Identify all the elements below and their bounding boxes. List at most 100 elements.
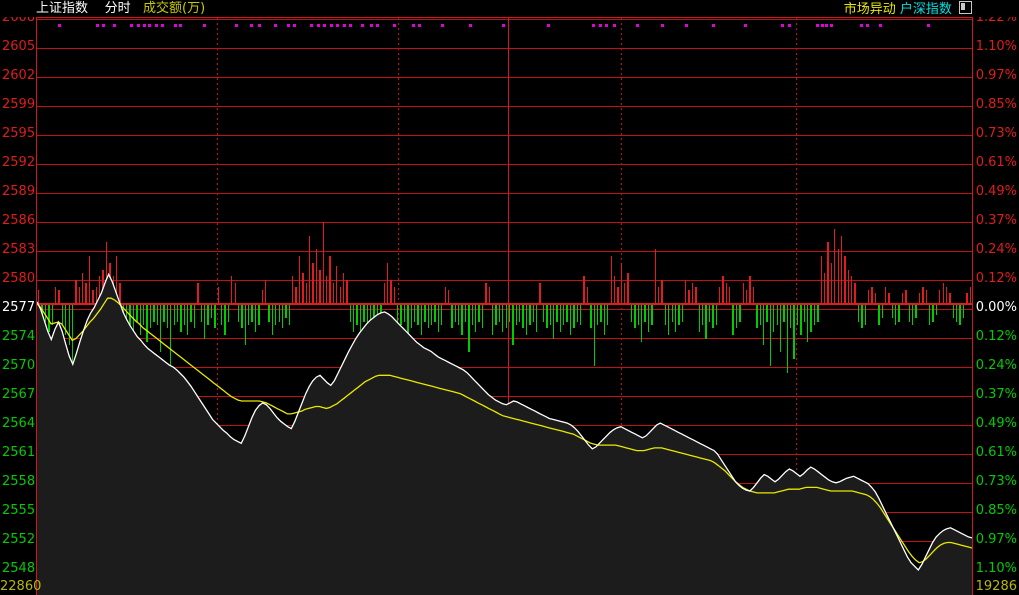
market-anomaly-label[interactable]: 市场异动: [843, 2, 896, 17]
event-marker-dot[interactable]: [605, 24, 608, 27]
volume-bar: [956, 304, 958, 322]
event-marker-dot[interactable]: [258, 24, 261, 27]
volume-bar: [515, 304, 518, 326]
event-marker-dot[interactable]: [274, 24, 277, 27]
volume-bar: [261, 290, 263, 304]
volume-bar: [78, 286, 80, 304]
event-marker-dot[interactable]: [469, 24, 472, 27]
event-marker-dot[interactable]: [174, 24, 177, 27]
volume-bar: [546, 304, 548, 329]
event-marker-dot[interactable]: [685, 24, 688, 27]
event-marker-dot[interactable]: [330, 24, 333, 27]
price-axis-label: 2586: [2, 213, 36, 228]
event-marker-dot[interactable]: [393, 24, 396, 27]
event-marker-dot[interactable]: [502, 24, 505, 27]
event-marker-dot[interactable]: [137, 24, 140, 27]
gridline-vertical: [621, 18, 622, 595]
volume-bar: [732, 304, 734, 336]
event-marker-dot[interactable]: [613, 24, 616, 27]
event-marker-dot[interactable]: [336, 24, 339, 27]
volume-bar: [586, 286, 589, 304]
volume-bar: [522, 304, 524, 329]
event-marker-dot[interactable]: [161, 24, 164, 27]
volume-bar: [44, 304, 47, 322]
volume-bar: [729, 286, 731, 304]
volume-bar: [878, 304, 880, 326]
event-marker-dot[interactable]: [788, 24, 791, 27]
event-marker-dot[interactable]: [130, 24, 133, 27]
volume-bar: [126, 304, 128, 329]
event-marker-dot[interactable]: [781, 24, 784, 27]
event-marker-dot[interactable]: [825, 24, 828, 27]
volume-bar: [176, 304, 179, 322]
chart-plot-area[interactable]: [36, 17, 973, 595]
event-marker-dot[interactable]: [155, 24, 158, 27]
volume-bar: [739, 304, 741, 322]
percent-axis-label: 0.49%: [975, 416, 1017, 431]
gridline-horizontal: [37, 193, 972, 194]
event-marker-dot[interactable]: [547, 24, 550, 27]
shenzhen-index-label[interactable]: 户深指数: [899, 2, 952, 17]
volume-bar: [881, 304, 883, 319]
event-marker-dot[interactable]: [317, 24, 320, 27]
event-marker-dot[interactable]: [860, 24, 863, 27]
event-marker-dot[interactable]: [661, 24, 664, 27]
volume-bar: [329, 256, 331, 304]
event-marker-dot[interactable]: [744, 24, 747, 27]
volume-bar: [532, 304, 534, 322]
volume-bar: [424, 304, 426, 322]
event-marker-dot[interactable]: [361, 24, 364, 27]
event-marker-dot[interactable]: [349, 24, 352, 27]
volume-bar: [837, 249, 839, 304]
event-marker-dot[interactable]: [179, 24, 182, 27]
volume-bar: [383, 283, 385, 304]
event-marker-dot[interactable]: [235, 24, 238, 27]
event-marker-dot[interactable]: [293, 24, 296, 27]
volume-bar: [359, 304, 362, 339]
volume-bar: [295, 286, 297, 304]
event-marker-dot[interactable]: [370, 24, 373, 27]
event-marker-dot[interactable]: [418, 24, 421, 27]
event-marker-dot[interactable]: [113, 24, 116, 27]
volume-bar: [363, 304, 365, 322]
period-label[interactable]: 分时: [104, 1, 131, 16]
event-marker-dot[interactable]: [599, 24, 602, 27]
volume-bar: [410, 304, 412, 329]
volume-bar: [593, 304, 595, 366]
event-marker-dot[interactable]: [310, 24, 313, 27]
event-marker-dot[interactable]: [830, 24, 833, 27]
event-marker-dot[interactable]: [412, 24, 415, 27]
event-marker-dot[interactable]: [441, 24, 444, 27]
panel-toggle-icon[interactable]: [959, 1, 972, 14]
price-axis-label: 2577: [2, 300, 36, 315]
event-marker-dot[interactable]: [343, 24, 346, 27]
event-marker-dot[interactable]: [323, 24, 326, 27]
event-marker-dot[interactable]: [96, 24, 99, 27]
event-marker-dot[interactable]: [712, 24, 715, 27]
price-axis-label: 2555: [2, 503, 36, 518]
event-marker-dot[interactable]: [592, 24, 595, 27]
event-marker-dot[interactable]: [879, 24, 882, 27]
event-marker-dot[interactable]: [148, 24, 151, 27]
volume-bar: [488, 286, 490, 304]
volume-bar: [803, 304, 805, 322]
volume-bar: [790, 304, 792, 329]
event-marker-dot[interactable]: [927, 24, 930, 27]
event-marker-dot[interactable]: [636, 24, 639, 27]
event-marker-dot[interactable]: [376, 24, 379, 27]
event-marker-dot[interactable]: [58, 24, 61, 27]
event-marker-dot[interactable]: [143, 24, 146, 27]
event-marker-dot[interactable]: [866, 24, 869, 27]
volume-bar: [156, 304, 158, 326]
event-marker-dot[interactable]: [287, 24, 290, 27]
price-axis-label: 2548: [2, 561, 36, 576]
price-axis-label: 2558: [2, 474, 36, 489]
volume-bar: [769, 304, 772, 366]
event-marker-dot[interactable]: [821, 24, 824, 27]
volume-bar: [153, 304, 155, 322]
event-marker-dot[interactable]: [203, 24, 206, 27]
event-marker-dot[interactable]: [102, 24, 105, 27]
event-marker-dot[interactable]: [816, 24, 819, 27]
event-marker-dot[interactable]: [250, 24, 253, 27]
volume-bar: [786, 304, 789, 373]
